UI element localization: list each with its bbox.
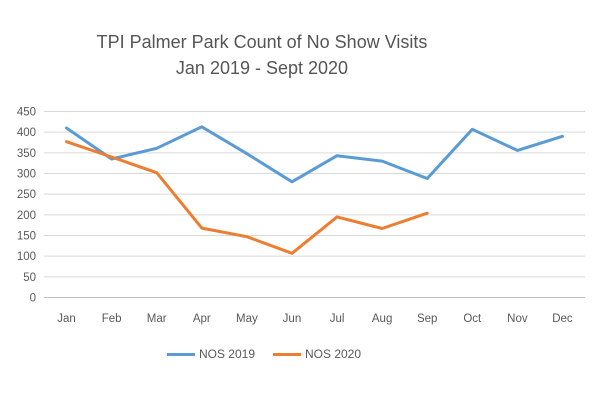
legend-label: NOS 2020 [305,347,362,361]
x-tick-label: Jun [283,313,302,325]
y-tick-label: 300 [17,169,36,181]
x-tick-label: Sep [417,313,437,325]
legend: NOS 2019 NOS 2020 [0,347,528,361]
y-tick-label: 250 [17,189,36,201]
x-tick-label: Oct [463,313,482,325]
y-tick-label: 150 [17,231,36,243]
legend-swatch [273,352,301,356]
y-tick-label: 350 [17,148,36,160]
x-tick-label: Mar [147,313,167,325]
x-tick-label: Apr [193,313,211,325]
chart-title-line1: TPI Palmer Park Count of No Show Visits [96,32,428,52]
x-tick-label: May [236,313,258,325]
y-tick-label: 200 [17,210,36,222]
chart-title: TPI Palmer Park Count of No Show Visits … [0,29,524,81]
x-tick-label: Jul [330,313,345,325]
y-tick-label: 400 [17,127,36,139]
series-line-nos-2019 [65,125,564,184]
x-tick-label: Nov [507,313,528,325]
x-tick-label: Feb [102,313,122,325]
legend-label: NOS 2019 [198,347,255,361]
legend-swatch [166,352,195,356]
y-tick-label: 50 [23,272,36,284]
series-line-nos-2020 [65,140,429,255]
y-tick-label: 0 [30,293,36,305]
legend-item-nos-2020: NOS 2020 [273,347,361,361]
x-tick-label: Dec [552,313,573,325]
x-tick-label: Jan [57,313,76,325]
chart-title-line2: Jan 2019 - Sept 2020 [175,58,349,78]
legend-item-nos-2019: NOS 2019 [166,347,255,361]
y-tick-label: 450 [17,107,36,119]
x-tick-label: Aug [372,313,392,325]
y-tick-label: 100 [17,251,36,263]
